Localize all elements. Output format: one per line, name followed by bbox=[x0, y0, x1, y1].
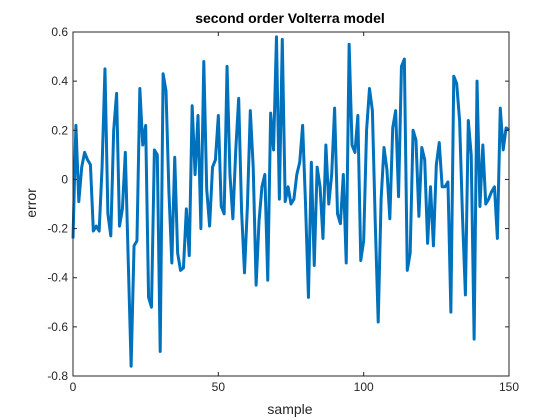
y-tick-label: 0.6 bbox=[51, 25, 68, 39]
chart-title: second order Volterra model bbox=[195, 10, 385, 26]
y-axis-label: error bbox=[23, 188, 39, 218]
y-tick-label: 0 bbox=[61, 172, 68, 186]
x-tick-label: 0 bbox=[70, 380, 77, 394]
y-tick-label: -0.6 bbox=[47, 320, 68, 334]
series-layer bbox=[71, 35, 510, 368]
y-tick-label: -0.2 bbox=[47, 222, 68, 236]
x-tick-label: 100 bbox=[354, 380, 374, 394]
axes-box bbox=[72, 31, 510, 377]
y-tick-label: -0.4 bbox=[47, 271, 68, 285]
x-axis-label: sample bbox=[267, 401, 312, 417]
x-tick-label: 50 bbox=[212, 380, 226, 394]
y-tick-label: 0.2 bbox=[51, 123, 68, 137]
y-tick-label: -0.8 bbox=[47, 369, 68, 383]
y-tick-label: 0.4 bbox=[51, 74, 68, 88]
tick-labels: 0 50 100 150 -0.8 -0.6 -0.4 -0.2 0 0.2 0.4 0.6 bbox=[47, 25, 519, 394]
series-line-0 bbox=[71, 35, 510, 368]
axes-layer bbox=[72, 31, 510, 377]
x-tick-label: 150 bbox=[499, 380, 519, 394]
